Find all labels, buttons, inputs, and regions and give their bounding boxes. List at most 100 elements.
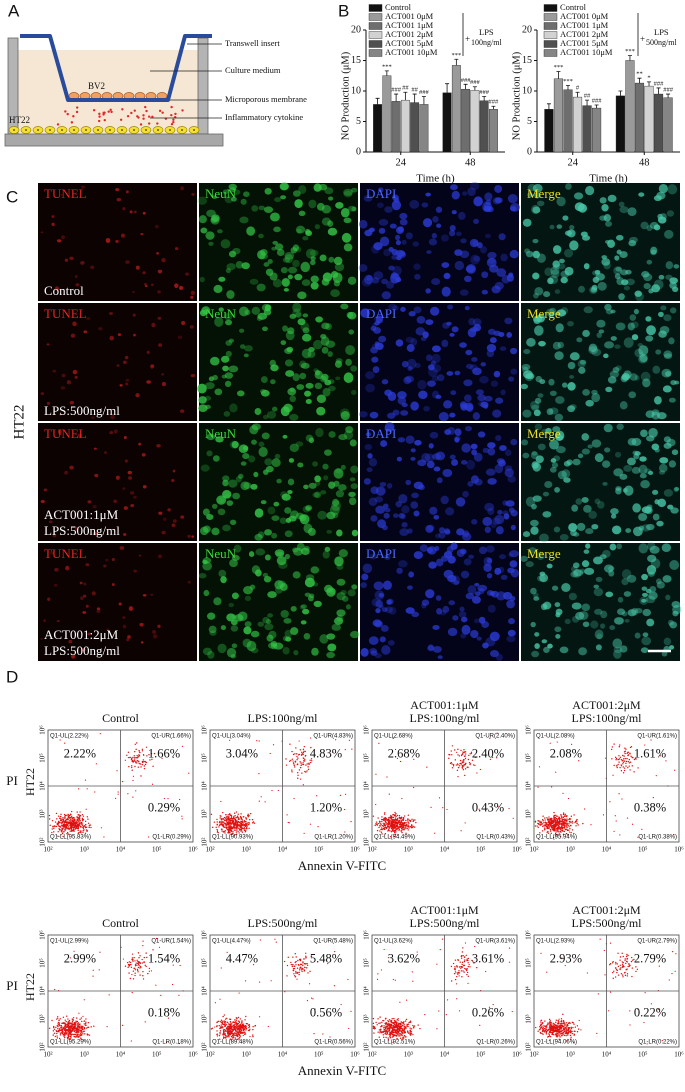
event bbox=[556, 825, 557, 826]
error-bar bbox=[473, 87, 477, 91]
event bbox=[621, 765, 622, 766]
bar bbox=[645, 86, 654, 152]
event bbox=[542, 816, 543, 817]
cell bbox=[634, 291, 642, 297]
cell bbox=[61, 235, 65, 239]
event bbox=[560, 829, 561, 830]
event bbox=[385, 820, 386, 821]
cell bbox=[162, 382, 166, 386]
cell bbox=[281, 267, 288, 273]
event bbox=[334, 985, 335, 986]
event bbox=[620, 757, 621, 758]
cytokine-dot bbox=[93, 109, 95, 111]
cell bbox=[271, 515, 279, 521]
cell bbox=[442, 287, 451, 297]
cell bbox=[401, 505, 409, 513]
event bbox=[232, 1035, 233, 1036]
cell bbox=[505, 468, 514, 477]
cell bbox=[244, 354, 249, 358]
event bbox=[74, 1022, 75, 1023]
event bbox=[247, 822, 248, 823]
cytokine-dot bbox=[98, 120, 100, 122]
cell bbox=[447, 427, 455, 435]
cell bbox=[626, 279, 635, 286]
cell bbox=[452, 615, 458, 620]
cell bbox=[234, 614, 243, 621]
gate-label: Q1-LL(95.29%) bbox=[50, 1040, 91, 1046]
cell bbox=[361, 648, 369, 657]
event bbox=[219, 824, 220, 825]
event bbox=[178, 995, 179, 996]
event bbox=[221, 825, 222, 826]
event bbox=[536, 825, 537, 826]
cell bbox=[508, 553, 513, 557]
event bbox=[64, 1025, 65, 1026]
event bbox=[564, 831, 565, 832]
event bbox=[142, 945, 143, 946]
event bbox=[454, 749, 455, 750]
event bbox=[57, 1016, 58, 1017]
cell bbox=[407, 585, 413, 589]
event bbox=[544, 819, 545, 820]
cell bbox=[349, 497, 356, 505]
ht22-nucleus bbox=[169, 129, 171, 131]
cell bbox=[218, 644, 227, 653]
error-bar bbox=[585, 100, 589, 105]
cell bbox=[582, 497, 589, 503]
event bbox=[234, 825, 235, 826]
event bbox=[656, 775, 657, 776]
cell bbox=[138, 443, 141, 446]
cell bbox=[552, 586, 558, 591]
cell bbox=[364, 478, 371, 485]
event bbox=[79, 1019, 80, 1020]
event bbox=[217, 1035, 218, 1036]
channel-label: DAPI bbox=[366, 186, 396, 201]
cell bbox=[450, 455, 456, 460]
cell bbox=[657, 214, 662, 220]
event bbox=[143, 978, 144, 979]
event bbox=[243, 1025, 244, 1026]
event bbox=[351, 748, 352, 749]
error-bar bbox=[556, 71, 560, 78]
significance-mark: * bbox=[647, 74, 650, 81]
legend-swatch bbox=[369, 5, 382, 12]
event bbox=[68, 1036, 69, 1037]
event bbox=[312, 998, 313, 999]
event bbox=[215, 1002, 216, 1003]
event bbox=[224, 1014, 225, 1015]
event bbox=[268, 1026, 269, 1027]
cell bbox=[264, 458, 272, 465]
gate-label: Q1-UR(1.61%) bbox=[637, 734, 677, 740]
event bbox=[378, 827, 379, 828]
event bbox=[239, 1021, 240, 1022]
event bbox=[84, 1027, 85, 1028]
event bbox=[76, 827, 77, 828]
event bbox=[143, 759, 144, 760]
cell bbox=[350, 466, 358, 474]
error-bar bbox=[566, 86, 570, 90]
cell bbox=[632, 334, 638, 340]
legend-swatch bbox=[544, 32, 557, 39]
event bbox=[555, 815, 556, 816]
cell bbox=[655, 349, 661, 354]
event bbox=[142, 750, 143, 751]
event bbox=[259, 801, 260, 802]
bar bbox=[616, 96, 625, 152]
event bbox=[349, 740, 350, 741]
cell bbox=[207, 613, 215, 620]
condition-label: ACT001:2μM bbox=[44, 627, 119, 642]
cell bbox=[531, 651, 539, 657]
event bbox=[245, 1029, 246, 1030]
channel-label: NeuN bbox=[205, 546, 237, 561]
event bbox=[226, 820, 227, 821]
condition-label: LPS:500ng/ml bbox=[44, 403, 120, 418]
cytokine-dot bbox=[72, 115, 74, 117]
y-tick-label: 10² bbox=[201, 1042, 209, 1051]
cell bbox=[462, 491, 469, 498]
cell bbox=[572, 602, 582, 609]
x-tick-label: 10⁴ bbox=[116, 846, 126, 854]
y-tick-label: 10⁵ bbox=[363, 753, 371, 763]
cell bbox=[241, 199, 247, 205]
cell bbox=[488, 329, 496, 335]
event bbox=[68, 826, 69, 827]
